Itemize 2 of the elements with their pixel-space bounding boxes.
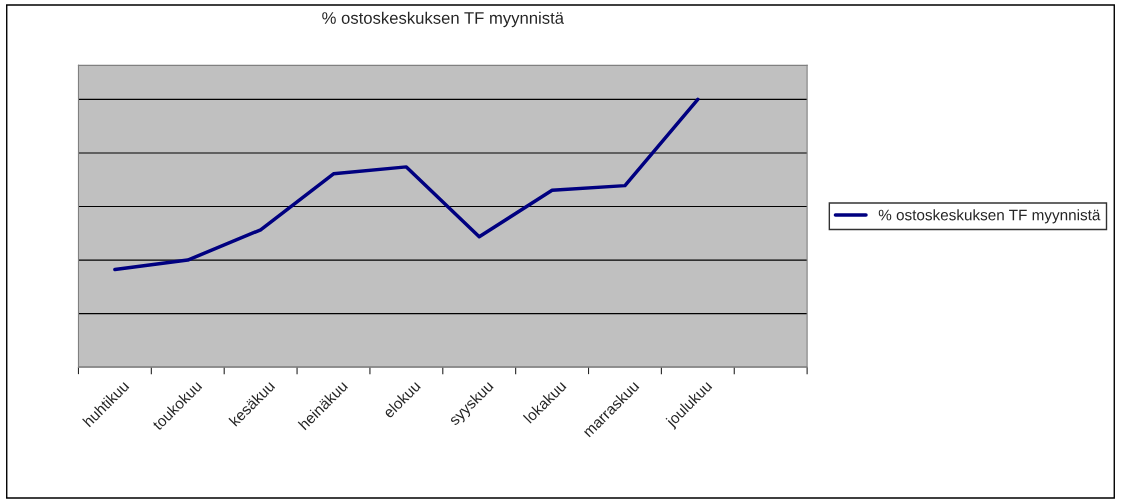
chart-title: % ostoskeskuksen TF myynnistä — [322, 11, 564, 28]
legend-label: % ostoskeskuksen TF myynnistä — [878, 209, 1101, 224]
